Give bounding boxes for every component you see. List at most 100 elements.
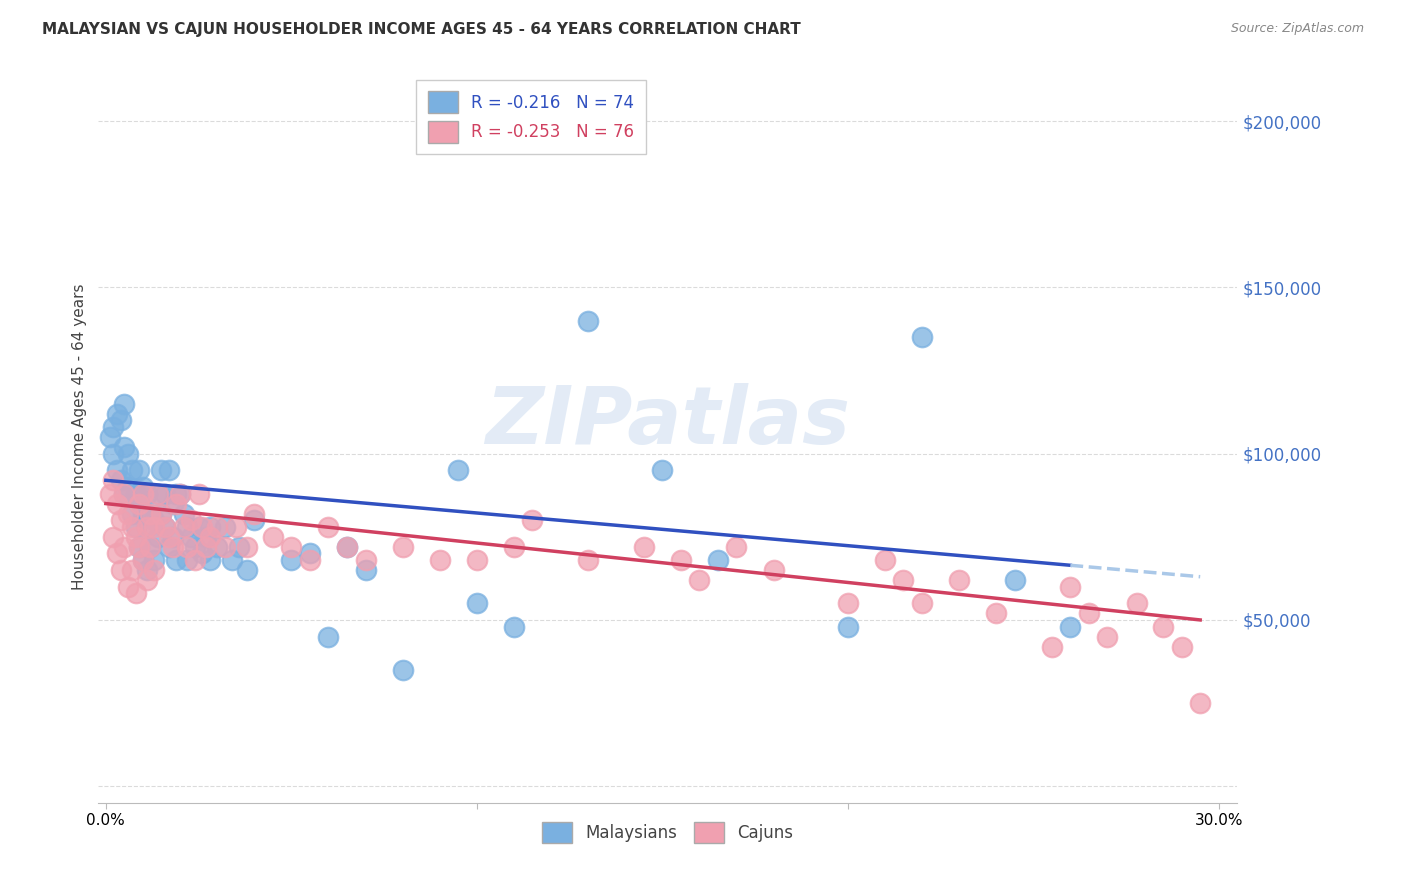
Point — [191, 546, 214, 560]
Point — [243, 507, 266, 521]
Point — [911, 330, 934, 344]
Point — [105, 546, 128, 560]
Point — [112, 486, 135, 500]
Point — [98, 430, 121, 444]
Point — [198, 520, 221, 534]
Point — [725, 540, 748, 554]
Point — [187, 520, 209, 534]
Point — [132, 553, 155, 567]
Point — [465, 596, 488, 610]
Point — [121, 563, 143, 577]
Text: Source: ZipAtlas.com: Source: ZipAtlas.com — [1230, 22, 1364, 36]
Point — [503, 619, 526, 633]
Point — [146, 486, 169, 500]
Point — [117, 447, 139, 461]
Point — [503, 540, 526, 554]
Point — [522, 513, 544, 527]
Point — [153, 486, 176, 500]
Point — [195, 540, 218, 554]
Point — [165, 553, 187, 567]
Point — [214, 520, 236, 534]
Point — [243, 513, 266, 527]
Point — [165, 486, 187, 500]
Point — [143, 513, 166, 527]
Point — [173, 507, 195, 521]
Point — [447, 463, 470, 477]
Point — [135, 563, 157, 577]
Point — [128, 540, 150, 554]
Point — [169, 486, 191, 500]
Y-axis label: Householder Income Ages 45 - 64 years: Householder Income Ages 45 - 64 years — [72, 284, 87, 591]
Point — [103, 530, 125, 544]
Point — [184, 553, 207, 567]
Point — [110, 413, 132, 427]
Point — [576, 314, 599, 328]
Point — [135, 520, 157, 534]
Point — [429, 553, 451, 567]
Point — [121, 520, 143, 534]
Point — [236, 540, 259, 554]
Point — [298, 553, 321, 567]
Point — [391, 663, 413, 677]
Point — [143, 520, 166, 534]
Point — [187, 486, 209, 500]
Point — [1126, 596, 1149, 610]
Point — [117, 480, 139, 494]
Point — [139, 507, 162, 521]
Point — [391, 540, 413, 554]
Point — [1077, 607, 1099, 621]
Point — [135, 520, 157, 534]
Point — [465, 553, 488, 567]
Point — [110, 563, 132, 577]
Point — [112, 540, 135, 554]
Point — [124, 530, 146, 544]
Point — [162, 497, 184, 511]
Point — [157, 530, 180, 544]
Point — [150, 463, 173, 477]
Point — [707, 553, 730, 567]
Point — [1170, 640, 1192, 654]
Point — [191, 520, 214, 534]
Point — [162, 540, 184, 554]
Point — [132, 486, 155, 500]
Point — [318, 520, 340, 534]
Point — [105, 407, 128, 421]
Point — [165, 497, 187, 511]
Point — [198, 530, 221, 544]
Legend: Malaysians, Cajuns: Malaysians, Cajuns — [533, 812, 803, 853]
Point — [117, 580, 139, 594]
Point — [173, 520, 195, 534]
Point — [128, 497, 150, 511]
Point — [762, 563, 785, 577]
Point — [146, 530, 169, 544]
Point — [354, 563, 377, 577]
Point — [180, 530, 202, 544]
Point — [195, 530, 218, 544]
Point — [132, 553, 155, 567]
Point — [128, 540, 150, 554]
Point — [117, 507, 139, 521]
Point — [121, 507, 143, 521]
Point — [124, 586, 146, 600]
Point — [176, 520, 198, 534]
Point — [146, 486, 169, 500]
Point — [150, 507, 173, 521]
Point — [176, 540, 198, 554]
Point — [139, 540, 162, 554]
Point — [132, 480, 155, 494]
Point — [280, 540, 302, 554]
Point — [124, 486, 146, 500]
Point — [1097, 630, 1119, 644]
Point — [986, 607, 1008, 621]
Point — [184, 540, 207, 554]
Point — [153, 520, 176, 534]
Point — [157, 540, 180, 554]
Point — [103, 447, 125, 461]
Point — [893, 573, 915, 587]
Point — [105, 497, 128, 511]
Point — [225, 520, 247, 534]
Point — [143, 563, 166, 577]
Point — [1059, 619, 1081, 633]
Point — [198, 553, 221, 567]
Point — [124, 520, 146, 534]
